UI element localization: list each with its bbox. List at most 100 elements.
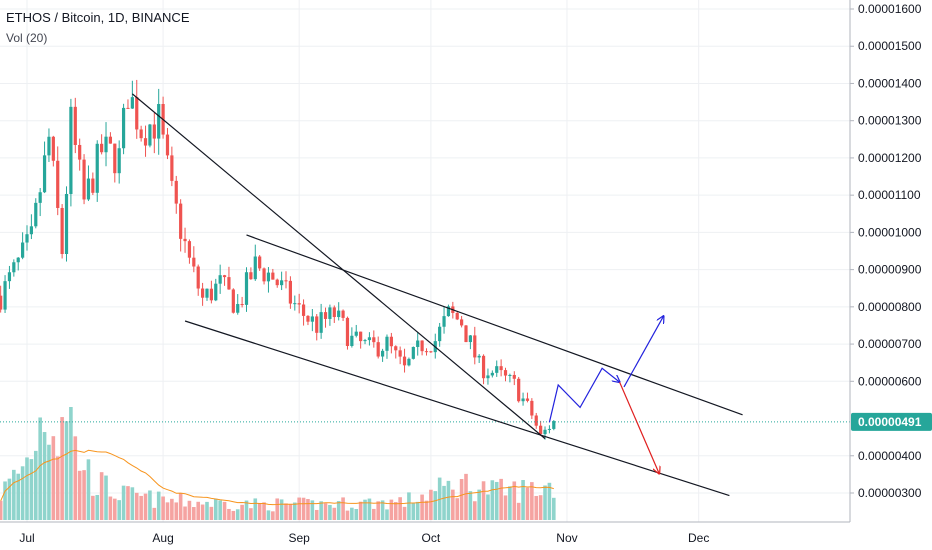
- trendline-channel-top: [246, 234, 743, 416]
- candle-body: [152, 124, 156, 139]
- price-tick-label: 0.00001500: [858, 39, 922, 53]
- volume-bar: [292, 502, 297, 520]
- candle-body: [552, 421, 556, 429]
- candle-body: [297, 303, 301, 305]
- candle-body: [508, 374, 512, 376]
- candle-body: [25, 234, 29, 243]
- candle-body: [21, 242, 25, 258]
- volume-bar: [253, 498, 258, 520]
- volume-bar: [240, 504, 244, 520]
- candle-body: [51, 136, 55, 161]
- volume-bar: [385, 509, 389, 520]
- candle-body: [3, 281, 7, 310]
- volume-bar: [468, 491, 473, 520]
- volume-bar: [323, 503, 328, 520]
- candle-body: [222, 275, 227, 278]
- candle-body: [205, 288, 209, 298]
- price-axis[interactable]: 0.00001600 0.00001500 0.00001400 0.00001300…: [850, 2, 922, 500]
- volume-bar: [95, 494, 100, 520]
- volume-bar: [552, 497, 556, 520]
- candle-body: [82, 159, 86, 200]
- price-tick-label: 0.00000600: [858, 374, 922, 388]
- trendline-channel-bottom: [184, 320, 730, 497]
- candle-body: [64, 193, 69, 255]
- candle-body: [117, 148, 121, 174]
- volume-bar: [477, 489, 481, 520]
- volume-bar: [486, 494, 490, 520]
- volume-bar: [297, 497, 301, 520]
- projection-arrow-2: [623, 316, 664, 388]
- price-tick-label: 0.00000800: [858, 300, 922, 314]
- volume-bar: [433, 491, 438, 520]
- time-tick-label: Sep: [289, 531, 311, 545]
- volume-bar: [455, 498, 460, 520]
- candle-body: [275, 279, 279, 286]
- volume-bar: [429, 489, 433, 520]
- candle-body: [240, 304, 244, 306]
- volume-bar: [20, 466, 25, 520]
- volume-bar: [490, 480, 495, 520]
- volume-bar: [534, 495, 539, 520]
- price-tick-label: 0.00000900: [858, 263, 922, 277]
- candle-body: [394, 346, 398, 351]
- volume-bar: [38, 417, 42, 520]
- candle-body: [280, 280, 284, 286]
- volume-bar: [99, 472, 104, 520]
- volume-bar: [512, 481, 517, 520]
- volume-bar: [231, 510, 236, 520]
- volume-bar: [218, 500, 222, 520]
- candle-body: [209, 288, 213, 301]
- candle-body: [284, 280, 288, 282]
- candle-body: [512, 374, 516, 379]
- volume-bar: [196, 501, 201, 520]
- time-axis[interactable]: Jul Aug Sep Oct Nov Dec: [19, 531, 709, 545]
- candle-body: [139, 129, 143, 139]
- volume-bar: [222, 501, 227, 520]
- volume-bar: [178, 493, 183, 520]
- projection-arrows[interactable]: [548, 316, 664, 473]
- price-tick-label: 0.00001100: [858, 188, 921, 202]
- price-tick-label: 0.00000300: [858, 486, 922, 500]
- volume-indicator-label[interactable]: Vol (20): [6, 31, 48, 45]
- candle-body: [42, 155, 47, 193]
- candle-body: [420, 340, 424, 352]
- projection-arrow-1: [548, 367, 619, 423]
- volume-bar: [525, 487, 530, 520]
- volume-bar: [543, 485, 547, 520]
- volume-bar: [104, 475, 108, 520]
- price-tick-label: 0.00000400: [858, 449, 922, 463]
- candle-body: [91, 178, 95, 193]
- volume-bar: [25, 457, 29, 520]
- volume-bar: [161, 496, 165, 520]
- volume-bar: [69, 406, 73, 520]
- volume-bar: [472, 501, 477, 520]
- candle-body: [416, 340, 420, 347]
- candle-body: [464, 325, 468, 343]
- candle-body: [293, 303, 297, 305]
- trendline-drawings[interactable]: [131, 93, 743, 497]
- candle-body: [108, 136, 113, 144]
- candle-body: [543, 429, 547, 435]
- volume-bar: [363, 499, 367, 520]
- volume-bar: [354, 509, 359, 520]
- volume-bar: [503, 495, 508, 520]
- candle-body: [192, 257, 196, 267]
- symbol-title[interactable]: ETHOS / Bitcoin, 1D, BINANCE: [6, 10, 190, 25]
- volume-bar: [389, 499, 394, 520]
- volume-bar: [284, 503, 288, 520]
- volume-bar: [117, 500, 121, 520]
- volume-bar: [12, 469, 16, 520]
- candle-body: [7, 272, 12, 282]
- candle-body: [174, 180, 178, 204]
- candle-body: [227, 277, 231, 290]
- volume-bar: [521, 480, 525, 520]
- candle-body: [135, 97, 139, 130]
- volume-bar: [7, 478, 12, 520]
- volume-bar: [29, 459, 34, 520]
- volume-bar: [183, 506, 187, 520]
- candle-body: [345, 317, 350, 346]
- volume-bar: [314, 509, 319, 520]
- volume-bar: [60, 417, 64, 520]
- volume-bar: [336, 501, 341, 520]
